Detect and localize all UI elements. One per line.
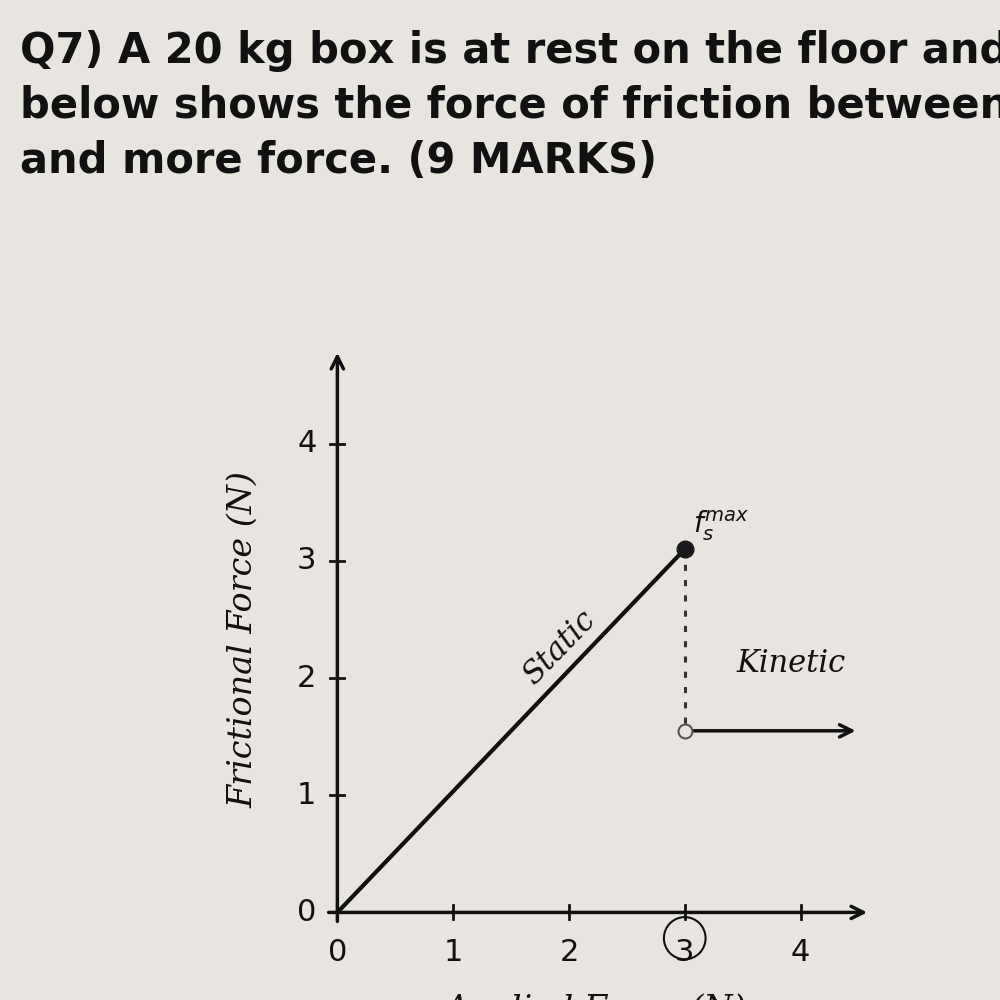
Text: 1: 1 — [443, 938, 463, 967]
Text: 0: 0 — [297, 898, 317, 927]
Text: $f_s^{max}$: $f_s^{max}$ — [693, 509, 749, 543]
Text: 1: 1 — [297, 781, 317, 810]
Text: 3: 3 — [297, 546, 317, 575]
Text: Static: Static — [517, 604, 602, 691]
Text: 4: 4 — [791, 938, 810, 967]
Text: Applied Force (N): Applied Force (N) — [444, 994, 746, 1000]
Text: 0: 0 — [328, 938, 347, 967]
Text: 2: 2 — [297, 664, 317, 693]
Text: Kinetic: Kinetic — [737, 648, 846, 679]
Text: Frictional Force (N): Frictional Force (N) — [227, 472, 259, 808]
Text: 4: 4 — [297, 429, 317, 458]
Text: Q7) A 20 kg box is at rest on the floor and you start to push on it. The graph
b: Q7) A 20 kg box is at rest on the floor … — [20, 30, 1000, 182]
Text: 2: 2 — [559, 938, 579, 967]
Text: 3: 3 — [675, 938, 694, 967]
